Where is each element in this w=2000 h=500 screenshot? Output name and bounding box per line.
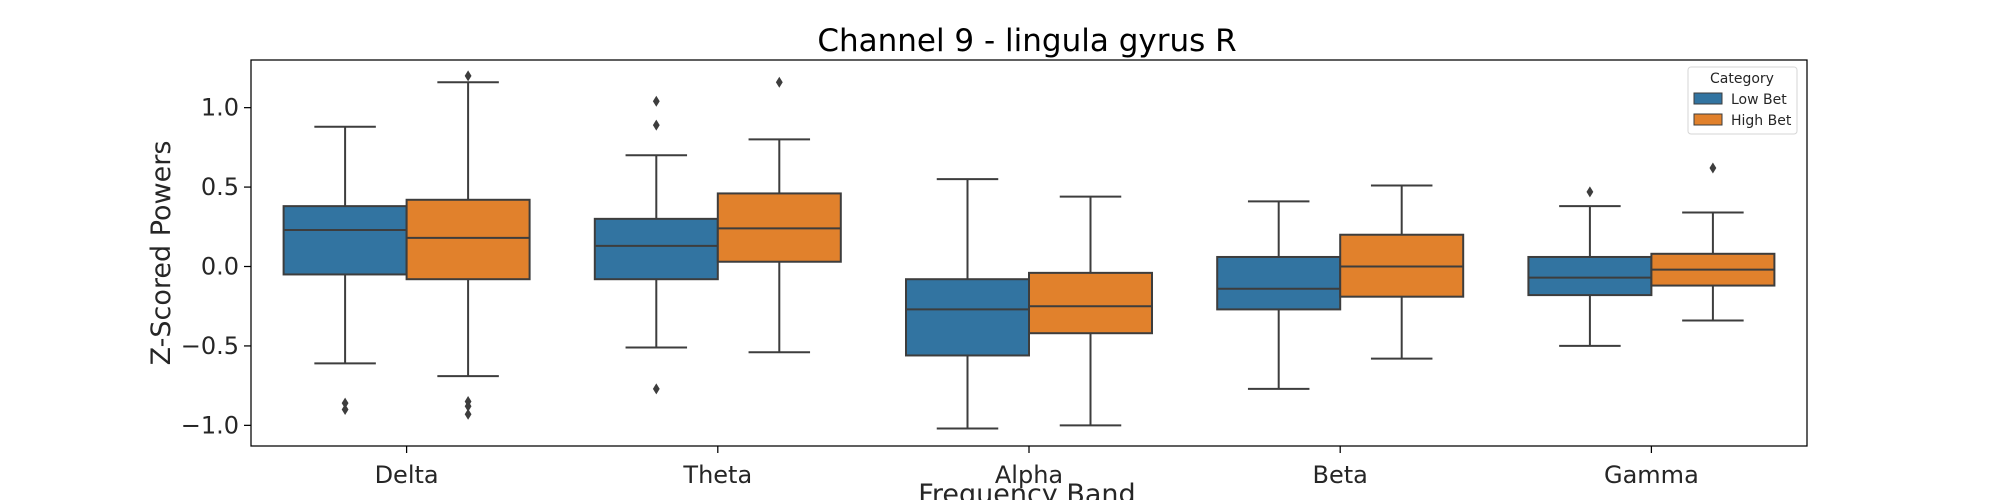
outlier-gamma-low-bet-0 [1586, 186, 1594, 198]
y-tick-label: 0.0 [201, 253, 239, 281]
x-tick-label-alpha: Alpha [995, 461, 1063, 489]
outlier-gamma-high-bet-0 [1709, 162, 1717, 174]
x-axis: Delta Theta Alpha Beta Gamma [375, 446, 1699, 489]
box-alpha-high-bet [1028, 195, 1153, 427]
box-gamma-high-bet [1650, 162, 1776, 322]
iqr-box-gamma-low-bet [1527, 255, 1653, 297]
outlier-theta-high-bet-0 [775, 76, 783, 88]
legend-label-low-bet: Low Bet [1731, 92, 1787, 108]
x-tick-label-delta: Delta [375, 461, 439, 489]
outlier-theta-low-bet-2 [652, 383, 660, 395]
x-tick-label-gamma: Gamma [1604, 461, 1699, 489]
iqr-box-beta-low-bet [1216, 255, 1342, 311]
iqr-box-delta-high-bet [405, 198, 531, 281]
outlier-delta-low-bet-0 [341, 397, 349, 409]
plot-area [282, 70, 1776, 430]
iqr-box-theta-low-bet [593, 217, 719, 281]
box-delta-low-bet [282, 125, 408, 415]
outlier-theta-low-bet-1 [652, 119, 660, 131]
box-alpha-low-bet [905, 178, 1030, 430]
legend-label-high-bet: High Bet [1731, 113, 1792, 129]
outlier-delta-high-bet-3 [464, 408, 472, 420]
outlier-delta-high-bet-2 [464, 400, 472, 412]
outlier-delta-low-bet-1 [341, 403, 349, 415]
y-axis-title: Z-Scored Powers [146, 141, 177, 366]
box-theta-low-bet [593, 95, 719, 395]
box-beta-high-bet [1339, 184, 1465, 360]
x-tick-label-beta: Beta [1313, 461, 1368, 489]
y-axis: −1.0 −0.5 0.0 0.5 1.0 [181, 94, 251, 439]
legend-swatch-high-bet [1693, 113, 1723, 126]
outlier-delta-high-bet-0 [464, 70, 472, 82]
y-tick-label: −1.0 [181, 411, 239, 439]
box-beta-low-bet [1216, 200, 1342, 390]
iqr-box-alpha-high-bet [1028, 271, 1153, 335]
outlier-theta-low-bet-0 [652, 95, 660, 107]
iqr-box-delta-low-bet [282, 205, 408, 276]
box-theta-high-bet [716, 76, 842, 354]
y-tick-label: −0.5 [181, 332, 239, 360]
iqr-box-alpha-low-bet [905, 278, 1030, 357]
chart-title: Channel 9 - lingula gyrus R [817, 23, 1236, 59]
y-tick-label: 1.0 [201, 94, 239, 122]
x-tick-label-theta: Theta [682, 461, 752, 489]
y-tick-label: 0.5 [201, 173, 239, 201]
legend: Category Low Bet High Bet [1687, 66, 1798, 135]
box-gamma-low-bet [1527, 186, 1653, 347]
legend-title: Category [1710, 71, 1774, 87]
legend-swatch-low-bet [1693, 92, 1723, 105]
box-delta-high-bet [405, 70, 531, 420]
x-axis-title: Frequency Band [918, 479, 1135, 500]
